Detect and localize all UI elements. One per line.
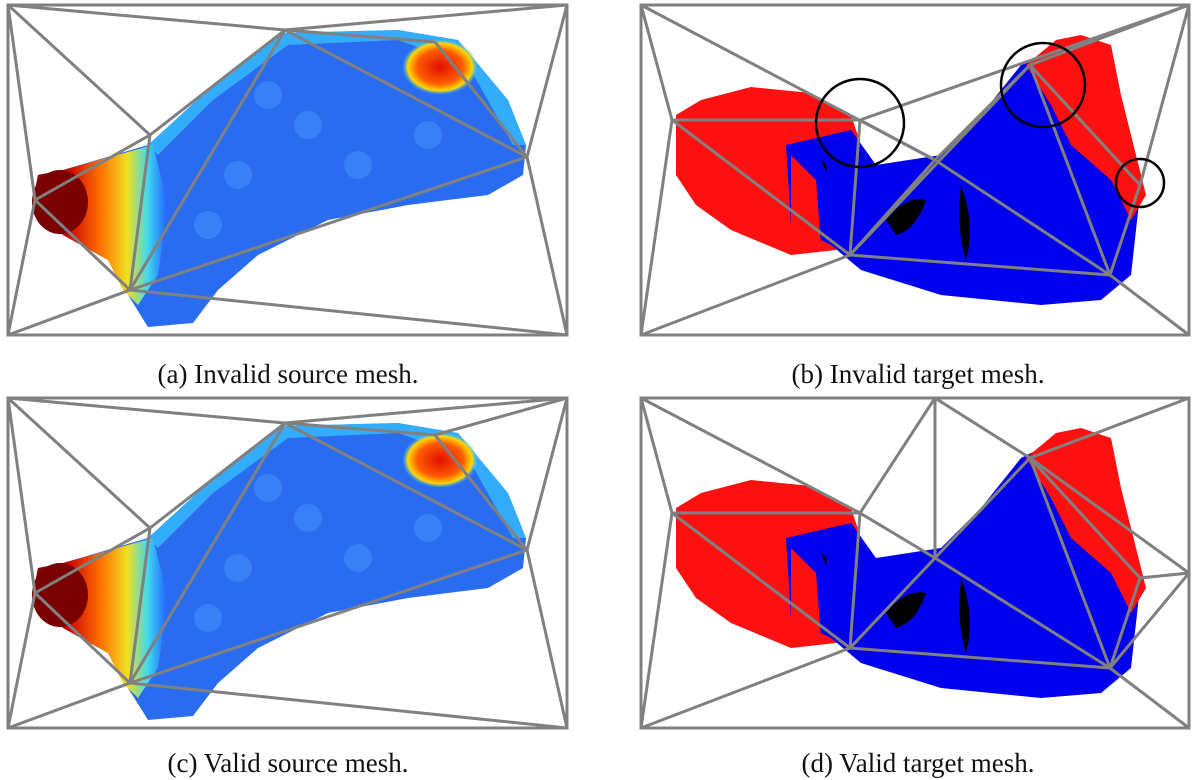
mesh-edge <box>641 648 850 728</box>
panel <box>8 398 567 728</box>
heatmap-texture <box>224 554 252 582</box>
mesh-edge <box>935 398 1030 458</box>
mesh-edge <box>8 200 35 335</box>
mesh-edge <box>8 5 285 30</box>
mesh-edge <box>8 398 35 593</box>
mesh-edge <box>8 5 150 135</box>
mesh-edge <box>8 593 35 728</box>
mesh-edge <box>641 398 672 513</box>
heatmap-texture <box>254 474 282 502</box>
mesh-edge <box>527 157 567 335</box>
mesh-edge <box>527 5 567 157</box>
mesh-edge <box>1110 275 1189 335</box>
mesh-edge <box>8 398 150 528</box>
caption: (a) Invalid source mesh. <box>158 359 419 389</box>
mesh-edge <box>641 5 672 120</box>
mesh-edge <box>8 683 130 728</box>
caption: (d) Valid target mesh. <box>802 748 1035 778</box>
caption: (c) Valid source mesh. <box>168 748 409 778</box>
mesh-edge <box>1140 573 1189 578</box>
mesh-edge <box>860 398 935 513</box>
mesh-edge <box>527 398 567 550</box>
mesh-edge <box>527 550 567 728</box>
heatmap-texture <box>224 161 252 189</box>
panel <box>8 5 567 335</box>
mesh-edge <box>641 513 672 728</box>
panel <box>641 5 1189 335</box>
mesh-edge <box>860 120 935 160</box>
mesh-edge <box>285 5 567 30</box>
mesh-edge <box>8 398 285 423</box>
mesh-edge <box>860 513 935 558</box>
heatmap-texture <box>194 604 222 632</box>
heatmap-texture <box>294 504 322 532</box>
heatmap-texture <box>414 514 442 542</box>
mesh-edge <box>1140 5 1189 185</box>
heatmap-texture <box>344 544 372 572</box>
heatmap-texture <box>294 111 322 139</box>
mesh-edge <box>8 290 130 335</box>
mesh-edge <box>641 120 672 335</box>
caption: (b) Invalid target mesh. <box>792 359 1045 389</box>
figure: (a) Invalid source mesh. (b) Invalid tar… <box>0 0 1194 780</box>
mesh-edge <box>641 255 850 335</box>
heatmap-texture <box>344 151 372 179</box>
mesh-edge <box>1110 668 1189 728</box>
heatmap-texture <box>414 121 442 149</box>
panel <box>641 398 1189 728</box>
mesh-edge <box>8 5 35 200</box>
heatmap-texture <box>194 211 222 239</box>
heatmap-texture <box>254 81 282 109</box>
